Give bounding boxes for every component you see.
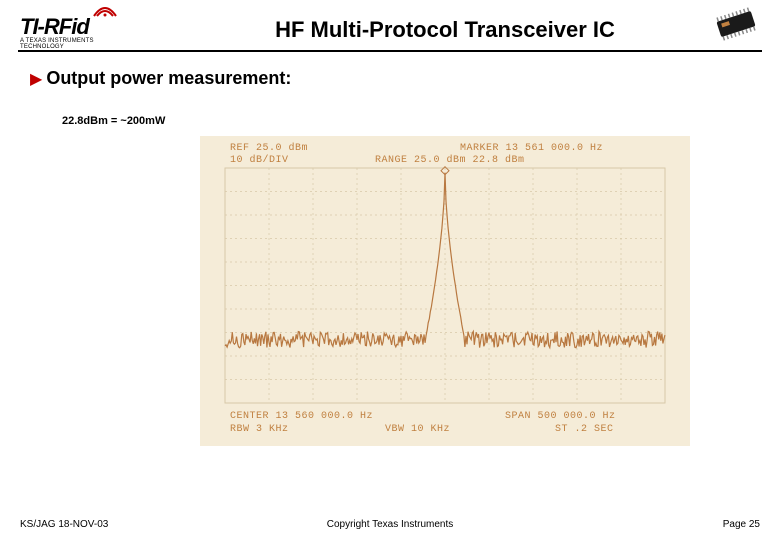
footer: KS/JAG 18-NOV-03 Copyright Texas Instrum… bbox=[0, 519, 780, 530]
bullet-text: Output power measurement: bbox=[46, 68, 291, 89]
footer-page-number: Page 25 bbox=[723, 519, 760, 530]
footer-left: KS/JAG 18-NOV-03 bbox=[20, 519, 108, 530]
page-title: HF Multi-Protocol Transceiver IC bbox=[130, 13, 760, 43]
svg-text:MARKER 13 561 000.0 Hz: MARKER 13 561 000.0 Hz bbox=[460, 143, 603, 154]
logo-text-right: RFid bbox=[44, 14, 89, 39]
spectrum-analyzer-screenshot: REF 25.0 dBm10 dB/DIV MARKER 13 561 000.0… bbox=[200, 136, 690, 446]
logo-arc-icon bbox=[92, 4, 118, 18]
power-annotation: 22.8dBm = ~200mW bbox=[0, 97, 780, 127]
svg-text:RBW 3 KHz: RBW 3 KHz bbox=[230, 424, 289, 435]
svg-text:VBW 10 KHz: VBW 10 KHz bbox=[385, 424, 450, 435]
svg-text:REF 25.0 dBm: REF 25.0 dBm bbox=[230, 142, 308, 154]
svg-text:CENTER 13 560 000.0 Hz: CENTER 13 560 000.0 Hz bbox=[230, 411, 373, 422]
logo-subtitle: A TEXAS INSTRUMENTS TECHNOLOGY bbox=[20, 38, 130, 50]
svg-text:SPAN 500 000.0 Hz: SPAN 500 000.0 Hz bbox=[505, 411, 616, 422]
logo: TI-RFid A TEXAS INSTRUMENTS TECHNOLOGY bbox=[20, 8, 130, 48]
bullet-row: ▶ Output power measurement: bbox=[0, 52, 780, 97]
svg-text:10 dB/DIV: 10 dB/DIV bbox=[230, 154, 289, 166]
logo-text-left: TI- bbox=[20, 14, 44, 39]
svg-text:ST .2 SEC: ST .2 SEC bbox=[555, 424, 614, 435]
svg-text:RANGE 25.0 dBm 22.8 dBm: RANGE 25.0 dBm 22.8 dBm bbox=[375, 154, 525, 166]
bullet-arrow-icon: ▶ bbox=[30, 69, 42, 89]
footer-copyright: Copyright Texas Instruments bbox=[0, 519, 780, 530]
logo-text: TI-RFid bbox=[20, 14, 89, 40]
